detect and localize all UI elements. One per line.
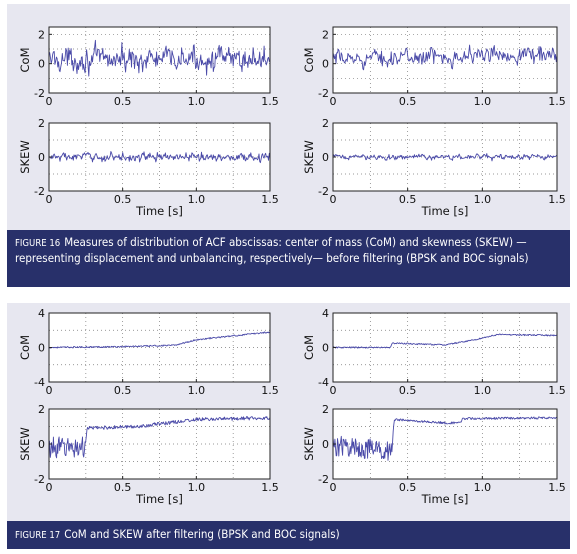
x-tick-label: 1.5 <box>548 193 566 206</box>
y-axis-label: SKEW <box>302 140 316 173</box>
x-tick-label: 0.5 <box>399 481 417 494</box>
series-line <box>48 416 271 459</box>
series-line <box>48 39 271 77</box>
figure-16-panel: 0 0.5 1.0 1.5 2 0 -2 CoM 0 0.5 1.0 1.5 2 0 -2 CoM 0 0.5 1.… <box>7 4 570 287</box>
y-tick-label: -4 <box>318 376 329 389</box>
series-line <box>332 153 558 162</box>
x-tick-label: 0 <box>330 481 337 494</box>
y-tick-label: 2 <box>322 28 329 41</box>
x-tick-label: 1.5 <box>261 193 279 206</box>
x-tick-label: 0.5 <box>399 193 417 206</box>
x-tick-label: 0.5 <box>114 481 132 494</box>
x-tick-label: 0.5 <box>399 384 417 397</box>
y-axis-label: CoM <box>302 335 316 360</box>
y-tick-label: 0 <box>38 151 45 164</box>
y-axis-label: SKEW <box>18 140 32 173</box>
x-tick-label: 1.5 <box>261 481 279 494</box>
x-tick-label: 1.0 <box>474 193 492 206</box>
y-axis-label: CoM <box>18 335 32 360</box>
x-tick-label: 1.5 <box>548 384 566 397</box>
series-line <box>48 331 271 349</box>
x-tick-label: 1.0 <box>188 384 206 397</box>
y-tick-label: 0 <box>322 342 329 355</box>
y-tick-label: 0 <box>322 438 329 451</box>
plot-frame <box>332 26 558 94</box>
x-tick-label: 0 <box>330 193 337 206</box>
figure-16-caption-text: Measures of distribution of ACF abscissa… <box>15 235 529 265</box>
y-tick-label: -2 <box>318 87 329 100</box>
y-tick-label: 2 <box>38 117 45 130</box>
x-tick-label: 1.5 <box>261 95 279 108</box>
y-tick-label: 0 <box>322 151 329 164</box>
y-axis-label: CoM <box>302 48 316 73</box>
x-tick-label: 1.0 <box>188 481 206 494</box>
x-tick-label: 0 <box>46 384 53 397</box>
x-tick-label: 1.0 <box>474 95 492 108</box>
y-tick-label: -2 <box>34 473 45 486</box>
x-tick-label: 1.5 <box>548 95 566 108</box>
y-tick-label: 4 <box>322 307 329 320</box>
x-tick-label: 1.0 <box>474 481 492 494</box>
y-axis-label: CoM <box>18 48 32 73</box>
x-tick-label: 1.0 <box>188 95 206 108</box>
y-axis-label: SKEW <box>302 427 316 460</box>
x-tick-label: 0 <box>46 193 53 206</box>
y-tick-label: -2 <box>318 473 329 486</box>
x-tick-label: 0.5 <box>114 384 132 397</box>
y-tick-label: 0 <box>322 58 329 71</box>
y-tick-label: 0 <box>38 58 45 71</box>
x-tick-label: 0.5 <box>114 95 132 108</box>
y-axis-label: SKEW <box>18 427 32 460</box>
x-tick-label: 0 <box>46 95 53 108</box>
x-tick-label: 1.5 <box>548 481 566 494</box>
figure-17-panel: 0 0.5 1.0 1.5 4 0 -4 CoM 0 0.5 1.0 1.5 4 0 -4 CoM 0 0.5 1.… <box>7 303 570 549</box>
y-tick-label: 4 <box>38 307 45 320</box>
series-line <box>48 151 271 164</box>
figure-17-caption-text: CoM and SKEW after filtering (BPSK and B… <box>64 527 340 541</box>
x-tick-label: 0 <box>46 481 53 494</box>
x-tick-label: 0 <box>330 384 337 397</box>
y-tick-label: 2 <box>38 28 45 41</box>
y-tick-label: 2 <box>322 117 329 130</box>
x-tick-label: 1.0 <box>474 384 492 397</box>
y-tick-label: 0 <box>38 342 45 355</box>
x-tick-label: 0.5 <box>114 193 132 206</box>
figure-16-number: FIGURE 16 <box>15 238 61 249</box>
figure-17-caption: FIGURE 17 CoM and SKEW after filtering (B… <box>7 521 570 549</box>
x-axis-label: Time [s] <box>135 204 183 218</box>
x-axis-label: Time [s] <box>421 492 469 506</box>
x-tick-label: 0.5 <box>399 95 417 108</box>
y-tick-label: -4 <box>34 376 45 389</box>
series-line <box>332 333 558 349</box>
y-tick-label: 2 <box>322 403 329 416</box>
figure-17-number: FIGURE 17 <box>15 530 61 541</box>
x-axis-label: Time [s] <box>421 204 469 218</box>
y-tick-label: -2 <box>34 87 45 100</box>
x-tick-label: 0 <box>330 95 337 108</box>
plot-frame <box>48 26 271 94</box>
x-axis-label: Time [s] <box>135 492 183 506</box>
series-line <box>332 416 558 461</box>
x-tick-label: 1.0 <box>188 193 206 206</box>
y-tick-label: -2 <box>318 185 329 198</box>
x-tick-label: 1.5 <box>261 384 279 397</box>
y-tick-label: -2 <box>34 185 45 198</box>
y-tick-label: 0 <box>38 438 45 451</box>
y-tick-label: 2 <box>38 403 45 416</box>
figure-16-caption: FIGURE 16 Measures of distribution of ACF… <box>7 230 570 287</box>
series-line <box>332 44 558 71</box>
